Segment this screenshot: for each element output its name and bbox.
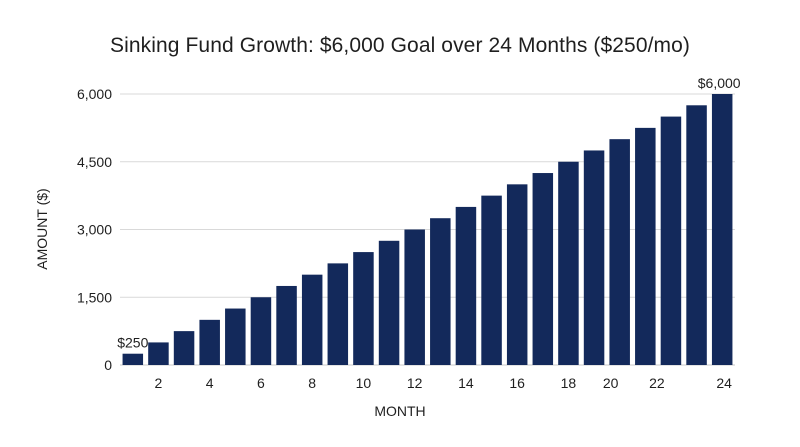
y-tick-label: 1,500 (77, 289, 112, 305)
x-tick-label: 6 (257, 375, 265, 391)
x-tick-label: 2 (155, 375, 163, 391)
bar (148, 342, 169, 365)
y-tick-label: 6,000 (77, 86, 112, 102)
bar (583, 150, 605, 365)
bar (506, 184, 528, 365)
x-tick-label: 20 (603, 375, 619, 391)
x-tick-label: 14 (458, 375, 474, 391)
bar (353, 252, 374, 365)
data-label: $250 (117, 335, 148, 351)
bar (301, 274, 323, 365)
data-label: $6,000 (698, 75, 741, 91)
x-tick-label: 24 (716, 375, 732, 391)
bar (609, 139, 630, 365)
y-tick-label: 0 (104, 357, 112, 373)
bar (430, 218, 451, 365)
x-tick-label: 10 (356, 375, 372, 391)
bar (327, 263, 349, 365)
bar (378, 240, 400, 365)
bar (686, 105, 707, 366)
bar (455, 206, 477, 365)
chart-title: Sinking Fund Growth: $6,000 Goal over 24… (109, 34, 690, 57)
x-tick-label: 8 (308, 375, 316, 391)
bar (711, 94, 733, 365)
bar (635, 127, 656, 365)
x-tick-label: 22 (649, 375, 665, 391)
y-tick-label: 3,000 (77, 222, 112, 238)
bar (173, 331, 195, 365)
x-tick-label: 18 (561, 375, 577, 391)
bar (660, 116, 682, 365)
y-tick-label: 4,500 (77, 154, 112, 170)
x-axis-label: MONTH (374, 403, 426, 419)
bar (532, 173, 554, 365)
x-tick-label: 12 (407, 375, 423, 391)
x-tick-label: 16 (509, 375, 525, 391)
bar (250, 297, 272, 365)
x-tick-label: 4 (206, 375, 214, 391)
bar (558, 161, 579, 365)
bar (481, 195, 502, 365)
bar (225, 308, 246, 365)
bar (404, 229, 425, 365)
bar (199, 319, 220, 365)
bar (276, 285, 297, 365)
bar (122, 353, 144, 365)
